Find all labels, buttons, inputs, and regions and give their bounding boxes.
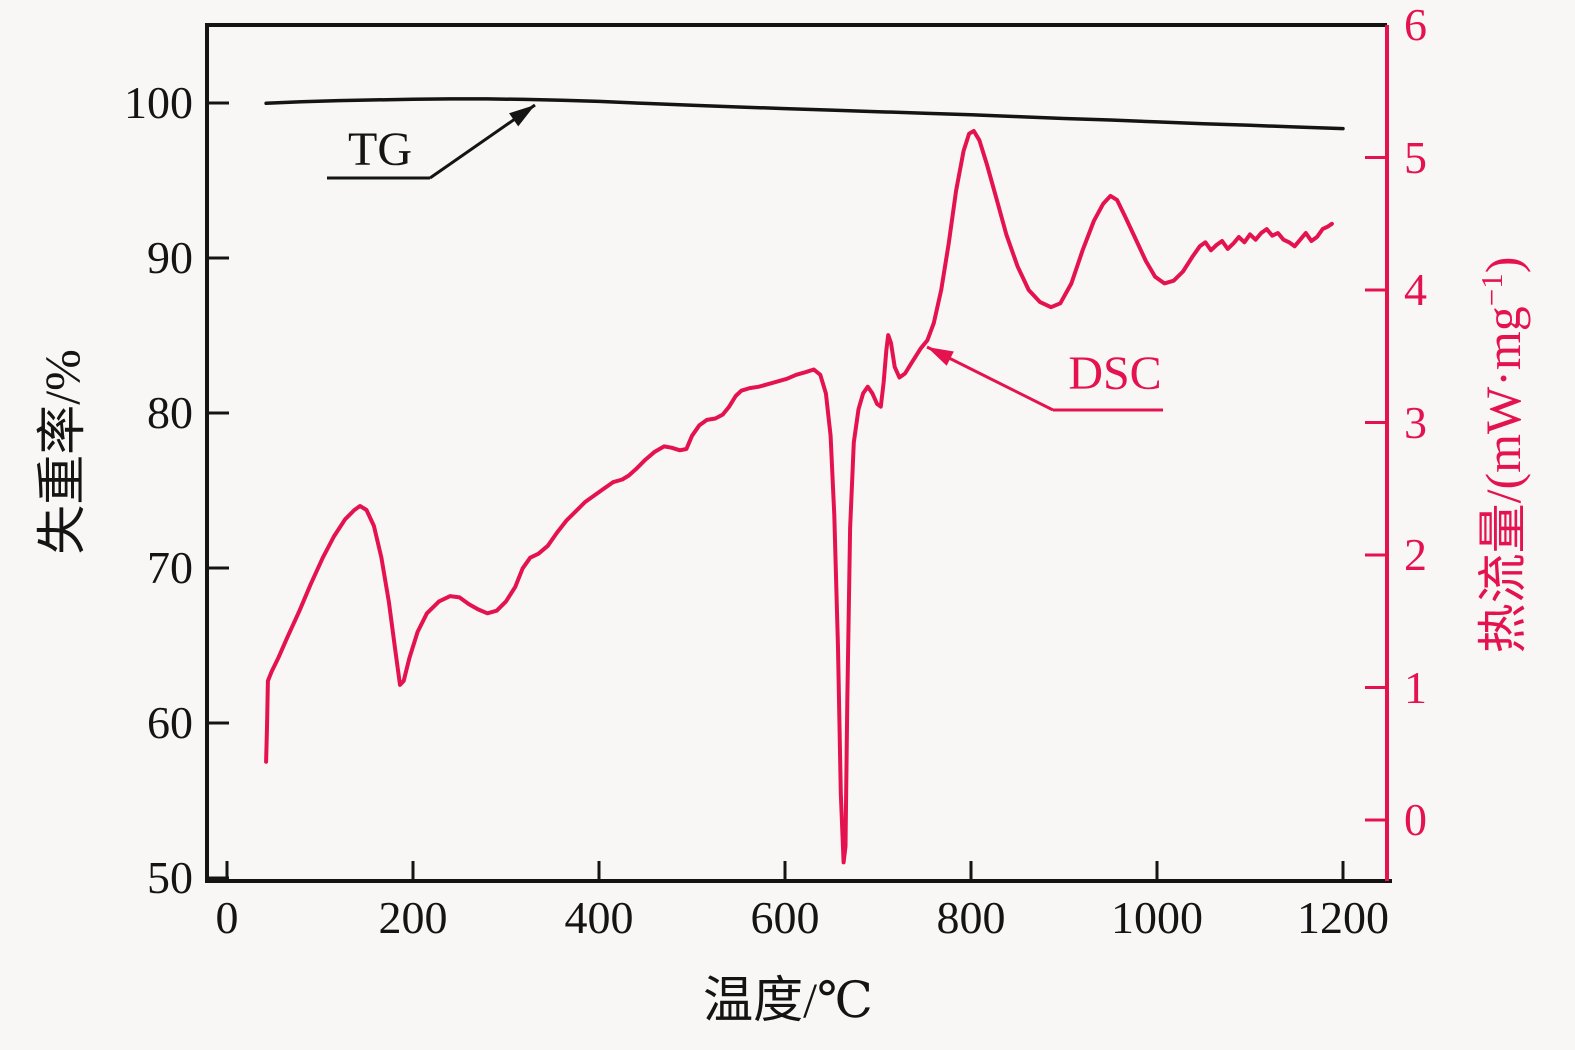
tg-curve-label: TG — [348, 123, 412, 176]
y-right-tick-label: 1 — [1404, 661, 1427, 713]
x-tick-label: 600 — [750, 892, 820, 943]
y-right-axis-title: 热流量/(mW·mg−1) — [1474, 256, 1531, 654]
y-right-tick-label: 2 — [1404, 529, 1427, 581]
y-left-tick-label: 50 — [147, 852, 193, 904]
y-right-title-close-paren: ) — [1474, 256, 1531, 274]
y-left-axis-title: 失重率/% — [34, 349, 90, 555]
dsc-arrowhead-icon — [927, 347, 954, 366]
plot-frame — [205, 23, 1392, 883]
y-right-tick-label: 3 — [1404, 396, 1427, 448]
x-tick-label: 200 — [378, 892, 448, 943]
tg-arrowhead-icon — [509, 105, 535, 127]
x-tick-label: 1200 — [1297, 892, 1389, 943]
x-tick-label: 800 — [936, 892, 1006, 943]
tg-curve — [264, 97, 1345, 131]
x-tick-label: 0 — [215, 892, 239, 943]
y-right-tick-label: 4 — [1404, 264, 1427, 315]
y-left-tick-label: 90 — [147, 231, 193, 283]
dsc-curve — [264, 129, 1334, 865]
y-left-tick-label: 60 — [147, 697, 193, 749]
x-tick-label: 1000 — [1111, 892, 1203, 943]
y-left-tick-label: 100 — [124, 76, 193, 128]
y-right-title-superscript: −1 — [1474, 273, 1510, 307]
y-right-tick-label: 5 — [1404, 131, 1427, 183]
x-tick-label: 400 — [564, 892, 634, 943]
y-left-tick-label: 80 — [147, 387, 193, 438]
x-axis-title: 温度/℃ — [703, 972, 873, 1028]
y-right-tick-label: 0 — [1404, 794, 1427, 846]
dsc-curve-label: DSC — [1068, 347, 1162, 400]
y-right-title-text: 热流量/(mW·mg — [1474, 306, 1531, 654]
y-left-tick-label: 70 — [147, 542, 193, 594]
y-right-tick-label: 6 — [1404, 0, 1427, 50]
